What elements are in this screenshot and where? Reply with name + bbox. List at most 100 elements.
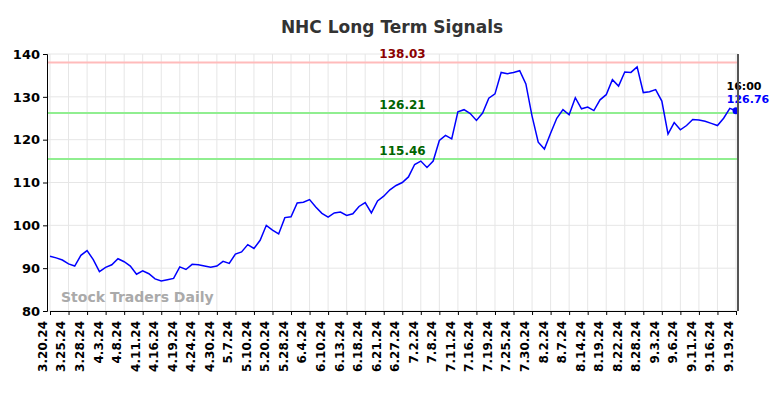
plot-area xyxy=(47,62,738,281)
tick-mark xyxy=(347,311,348,315)
tick: 4.8.24 xyxy=(110,311,125,364)
tick-mark xyxy=(43,54,47,55)
tick-mark xyxy=(254,311,255,315)
grid-line xyxy=(198,54,199,311)
tick-mark xyxy=(680,311,681,315)
tick-mark xyxy=(235,311,236,315)
tick-label: 4.19.24 xyxy=(166,321,180,372)
tick: 9.19.24 xyxy=(722,311,737,372)
tick: 7.11.24 xyxy=(444,311,459,372)
tick-label: 3.20.24 xyxy=(36,321,50,372)
tick-label: 9.3.24 xyxy=(648,321,662,364)
grid-line xyxy=(532,54,533,311)
tick-label: 90 xyxy=(22,261,40,276)
tick: 7.8.24 xyxy=(425,311,440,364)
tick: 9.11.24 xyxy=(685,311,700,372)
time-label: 16:00 xyxy=(726,80,761,93)
axis-line xyxy=(51,312,737,316)
tick: 9.3.24 xyxy=(648,311,663,364)
grid-line xyxy=(105,54,106,311)
grid-line xyxy=(50,54,51,311)
signal-label: 138.03 xyxy=(379,47,425,61)
grid-line xyxy=(587,54,588,311)
tick-label: 6.10.24 xyxy=(314,321,328,372)
signal-label: 126.21 xyxy=(379,98,425,112)
grid-line xyxy=(476,54,477,311)
tick-label: 5.10.24 xyxy=(240,321,254,372)
tick-mark xyxy=(328,311,329,315)
grid-line xyxy=(439,54,440,311)
tick-label: 130 xyxy=(13,89,40,104)
tick-mark xyxy=(180,311,181,315)
tick-mark xyxy=(662,311,663,315)
tick-label: 6.27.24 xyxy=(388,321,402,372)
tick-label: 6.18.24 xyxy=(351,321,365,372)
tick-label: 7.30.24 xyxy=(518,321,532,372)
tick: 7.16.24 xyxy=(462,311,477,372)
tick: 7.30.24 xyxy=(518,311,533,372)
grid-line xyxy=(291,54,292,311)
tick-label: 6.4.24 xyxy=(295,321,309,364)
tick: 100 xyxy=(13,218,47,233)
tick-mark xyxy=(124,311,125,315)
grid-line xyxy=(47,182,738,183)
tick: 5.7.24 xyxy=(221,311,236,364)
tick-label: 5.28.24 xyxy=(277,321,291,372)
tick-mark xyxy=(43,311,47,312)
tick: 9.16.24 xyxy=(703,311,718,372)
tick: 3.28.24 xyxy=(73,311,88,372)
tick-mark xyxy=(569,311,570,315)
tick-label: 7.19.24 xyxy=(481,321,495,372)
tick: 6.4.24 xyxy=(295,311,310,364)
tick: 4.24.24 xyxy=(184,311,199,372)
tick-mark xyxy=(272,311,273,315)
tick: 8.14.24 xyxy=(574,311,589,372)
tick: 7.19.24 xyxy=(481,311,496,372)
grid-line xyxy=(68,54,69,311)
tick-mark xyxy=(310,311,311,315)
tick: 80 xyxy=(22,304,47,319)
tick-label: 4.24.24 xyxy=(184,321,198,372)
tick: 120 xyxy=(13,132,47,147)
tick-label: 9.11.24 xyxy=(685,321,699,372)
tick-mark xyxy=(87,311,88,315)
grid-line xyxy=(87,54,88,311)
tick-mark xyxy=(606,311,607,315)
grid-line xyxy=(47,225,738,226)
last-value-label: 126.76 xyxy=(727,93,770,106)
tick: 4.16.24 xyxy=(147,311,162,372)
tick-label: 6.21.24 xyxy=(370,321,384,372)
tick-mark xyxy=(43,97,47,98)
title: NHC Long Term Signals xyxy=(281,17,503,37)
tick-mark xyxy=(384,311,385,315)
tick: 4.11.24 xyxy=(129,311,144,372)
tick-mark xyxy=(588,311,589,315)
tick: 110 xyxy=(13,175,47,190)
grid-line xyxy=(420,54,421,311)
grid-line xyxy=(47,139,738,140)
grid-line xyxy=(216,54,217,311)
tick-mark xyxy=(625,311,626,315)
tick-label: 4.8.24 xyxy=(110,321,124,364)
tick-label: 140 xyxy=(13,47,40,62)
tick-mark xyxy=(69,311,70,315)
tick-mark xyxy=(161,311,162,315)
tick-mark xyxy=(365,311,366,315)
grid-line xyxy=(680,54,681,311)
tick-mark xyxy=(43,183,47,184)
tick-label: 5.7.24 xyxy=(221,321,235,364)
signal-label: 115.46 xyxy=(379,144,425,158)
tick: 8.2.24 xyxy=(536,311,551,364)
frame-line xyxy=(737,54,739,311)
tick-label: 8.22.24 xyxy=(611,321,625,372)
tick-mark xyxy=(532,311,533,315)
tick: 90 xyxy=(22,261,47,276)
tick: 6.10.24 xyxy=(314,311,329,372)
grid-line xyxy=(253,54,254,311)
tick-mark xyxy=(43,268,47,269)
y-axis: 80 90 100 110 120 130 140 xyxy=(13,47,48,319)
watermark: Stock Traders Daily xyxy=(61,289,214,305)
grid-line xyxy=(47,268,738,269)
tick-label: 7.25.24 xyxy=(499,321,513,372)
price-line xyxy=(50,67,736,281)
